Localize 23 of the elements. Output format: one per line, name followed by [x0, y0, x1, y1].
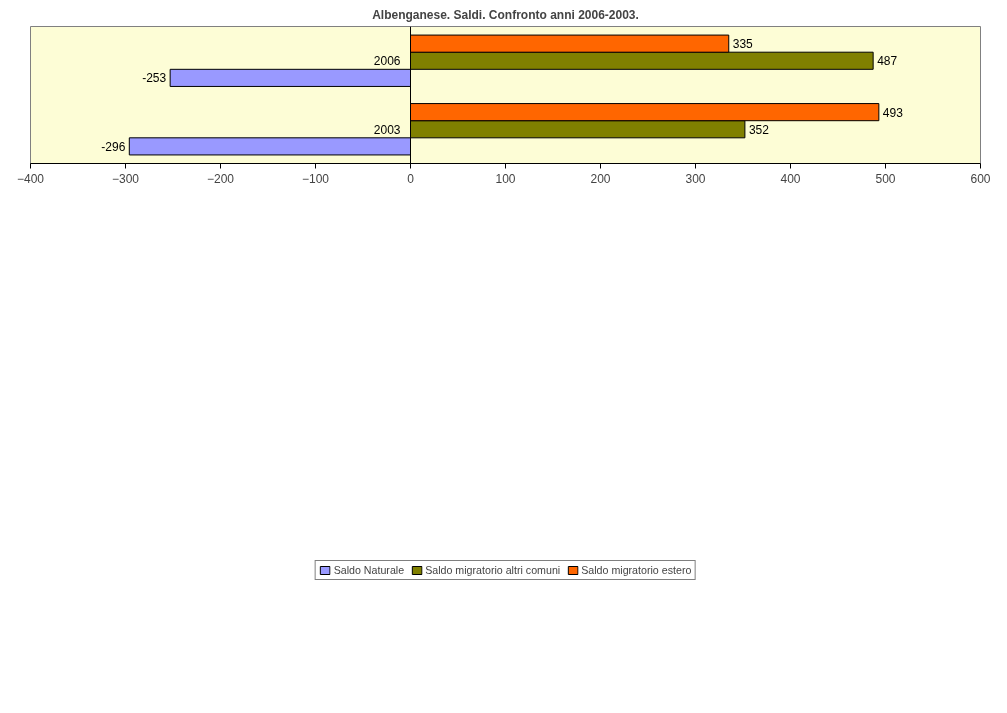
x-tick-label: 600 — [970, 171, 991, 186]
legend-label: Saldo migratorio altri comuni — [425, 564, 561, 576]
x-tick-label: −200 — [206, 171, 235, 186]
x-tick-label: 300 — [685, 171, 706, 186]
x-tick-label: 0 — [407, 171, 415, 186]
data-label: 352 — [748, 122, 770, 137]
chart-title: Albenganese. Saldi. Confronto anni 2006-2003. — [372, 7, 639, 22]
x-tick-label: 200 — [590, 171, 611, 186]
data-label: 335 — [732, 37, 754, 52]
data-label: 487 — [877, 54, 898, 69]
legend-label: Saldo Naturale — [333, 564, 405, 576]
x-tick-label: −300 — [111, 171, 140, 186]
y-tick-label: 2006 — [373, 54, 401, 69]
x-tick-label: −100 — [301, 171, 330, 186]
y-tick-label: 2003 — [373, 122, 401, 137]
data-label: -296 — [101, 139, 126, 154]
legend-label: Saldo migratorio estero — [581, 564, 692, 576]
data-label: 493 — [882, 105, 904, 120]
x-tick-label: 100 — [495, 171, 516, 186]
x-tick-label: −400 — [16, 171, 45, 186]
data-label: -253 — [142, 71, 167, 86]
x-tick-label: 400 — [780, 171, 801, 186]
x-tick-label: 500 — [875, 171, 896, 186]
